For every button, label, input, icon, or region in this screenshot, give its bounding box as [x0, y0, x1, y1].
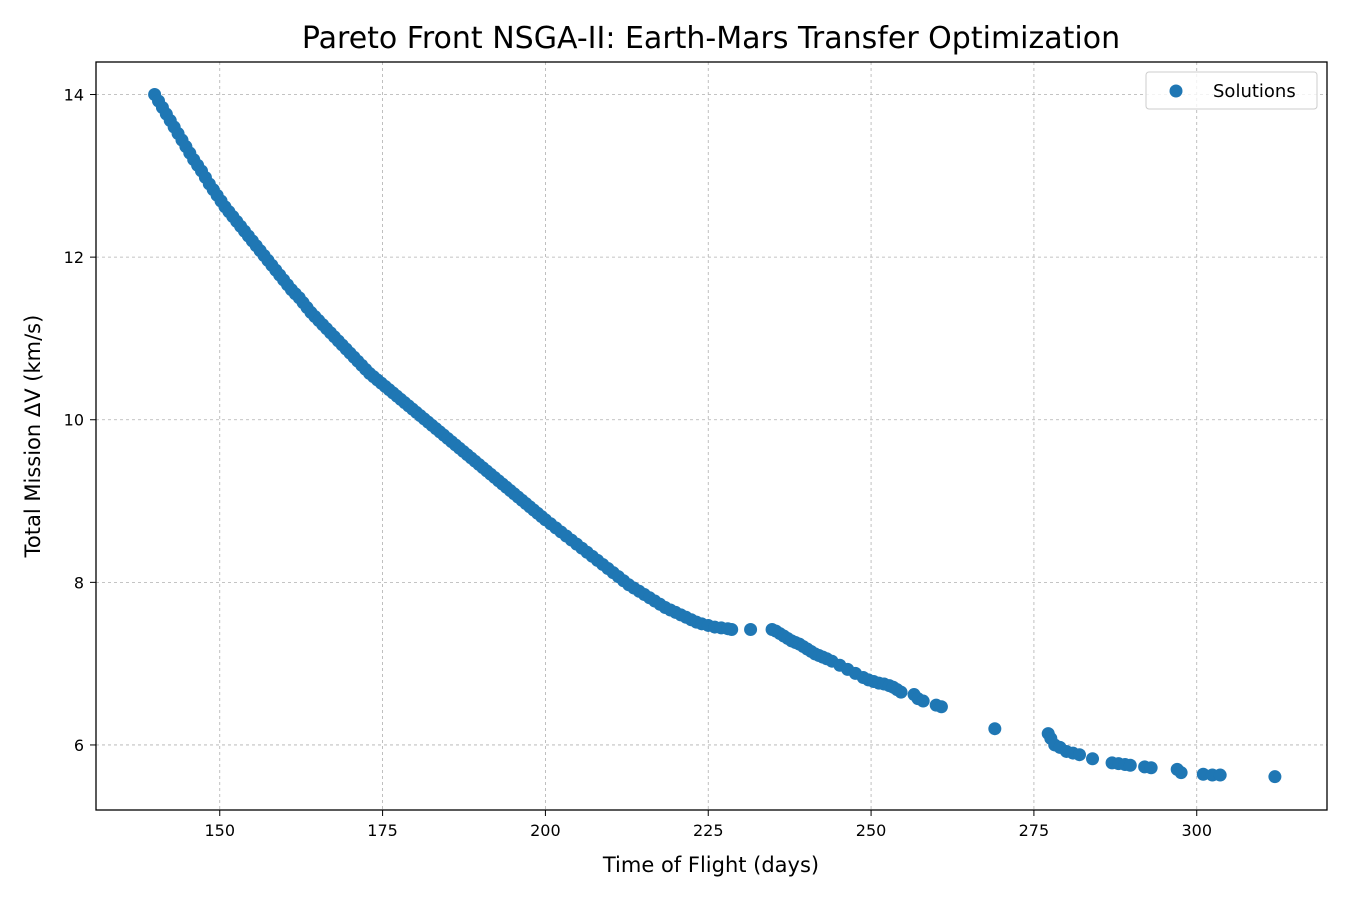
y-tick-label: 8 — [74, 573, 84, 592]
data-point — [934, 700, 948, 714]
x-axis-label: Time of Flight (days) — [602, 853, 819, 877]
x-axis-ticks: 150 175 200 225 250 275 300 — [204, 810, 1212, 840]
data-point — [1268, 770, 1282, 784]
x-tick-label: 150 — [204, 821, 235, 840]
x-tick-label: 225 — [693, 821, 724, 840]
plot-area-frame — [95, 61, 1328, 811]
legend-box — [1145, 71, 1318, 110]
data-point — [1144, 761, 1158, 775]
x-tick-label: 175 — [367, 821, 398, 840]
data-point — [725, 623, 739, 637]
data-point — [988, 722, 1002, 736]
y-tick-label: 10 — [64, 411, 84, 430]
data-point — [894, 685, 908, 699]
data-point — [1072, 748, 1086, 762]
data-point — [744, 623, 758, 637]
grid-lines — [96, 62, 1327, 810]
legend-label: Solutions — [1213, 81, 1296, 102]
y-tick-label: 12 — [64, 248, 84, 267]
legend: Solutions — [1145, 71, 1318, 110]
data-point — [916, 694, 930, 708]
chart-title: Pareto Front NSGA-II: Earth-Mars Transfe… — [302, 21, 1120, 56]
data-point — [1123, 758, 1137, 772]
legend-marker — [1169, 84, 1183, 98]
y-tick-label: 14 — [64, 86, 84, 105]
data-point — [1213, 768, 1227, 782]
y-axis-label: Total Mission ΔV (km/s) — [21, 315, 45, 559]
x-tick-label: 275 — [1019, 821, 1050, 840]
y-axis-ticks: 6 8 10 12 14 — [64, 86, 96, 755]
y-tick-label: 6 — [74, 736, 84, 755]
data-point — [1086, 752, 1100, 766]
x-tick-label: 200 — [530, 821, 561, 840]
x-tick-label: 250 — [856, 821, 887, 840]
x-tick-label: 300 — [1181, 821, 1212, 840]
data-point — [1174, 766, 1188, 780]
data-points — [148, 88, 1282, 784]
